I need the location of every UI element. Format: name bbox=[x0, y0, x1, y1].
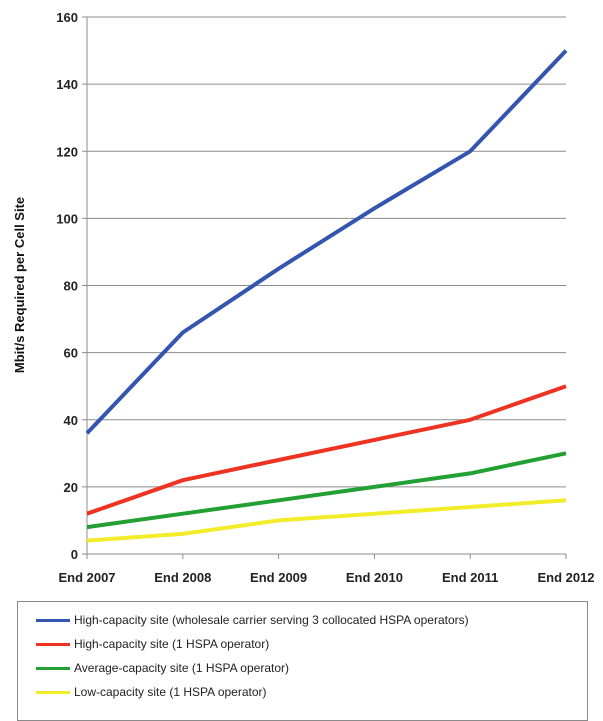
series-lines bbox=[85, 49, 568, 543]
legend-swatch-high-capacity-wholesale bbox=[36, 618, 70, 622]
x-tick-label: End 2011 bbox=[442, 570, 498, 585]
y-tick-label: 140 bbox=[56, 77, 78, 92]
line-chart: 0 20 40 60 80 100 120 140 160 End 2007 End 2008 End… bbox=[12, 10, 595, 585]
y-tick-label: 60 bbox=[64, 346, 78, 361]
legend-swatch-low-capacity bbox=[36, 690, 70, 694]
legend-label: Average-capacity site (1 HSPA operator) bbox=[74, 661, 289, 675]
gridlines bbox=[87, 16, 566, 488]
x-tick-label: End 2012 bbox=[537, 570, 594, 585]
y-tick-label: 40 bbox=[64, 413, 78, 428]
series-line-1 bbox=[86, 384, 567, 516]
series-line-2 bbox=[86, 451, 567, 530]
y-tick-label: 0 bbox=[71, 547, 78, 562]
x-tick-label: End 2009 bbox=[250, 570, 307, 585]
y-axis-label: Mbit/s Required per Cell Site bbox=[12, 197, 27, 373]
y-tick-label: 100 bbox=[56, 211, 78, 226]
series-line-3 bbox=[86, 498, 567, 543]
y-tick-label: 20 bbox=[64, 480, 78, 495]
legend-item-high-capacity: High-capacity site (1 HSPA operator) bbox=[36, 633, 269, 655]
legend-label: High-capacity site (1 HSPA operator) bbox=[74, 637, 270, 651]
legend-label: Low-capacity site (1 HSPA operator) bbox=[74, 685, 267, 699]
y-tick-label: 120 bbox=[56, 144, 78, 159]
x-tick-label: End 2007 bbox=[58, 570, 115, 585]
legend-label: High-capacity site (wholesale carrier se… bbox=[74, 613, 469, 627]
legend-swatch-average-capacity bbox=[36, 666, 70, 670]
axes bbox=[82, 16, 567, 559]
y-tick-label: 160 bbox=[56, 10, 78, 25]
legend-item-high-capacity-wholesale: High-capacity site (wholesale carrier se… bbox=[36, 609, 469, 631]
legend-item-average-capacity: Average-capacity site (1 HSPA operator) bbox=[36, 657, 289, 679]
tick-labels: 0 20 40 60 80 100 120 140 160 End 2007 End 2008 End… bbox=[56, 10, 594, 585]
legend: High-capacity site (wholesale carrier se… bbox=[17, 601, 588, 721]
series-line-0 bbox=[85, 49, 568, 435]
legend-swatch-high-capacity bbox=[36, 642, 70, 646]
x-tick-label: End 2008 bbox=[154, 570, 211, 585]
y-tick-label: 80 bbox=[64, 279, 78, 294]
legend-item-low-capacity: Low-capacity site (1 HSPA operator) bbox=[36, 681, 267, 703]
x-tick-label: End 2010 bbox=[346, 570, 403, 585]
